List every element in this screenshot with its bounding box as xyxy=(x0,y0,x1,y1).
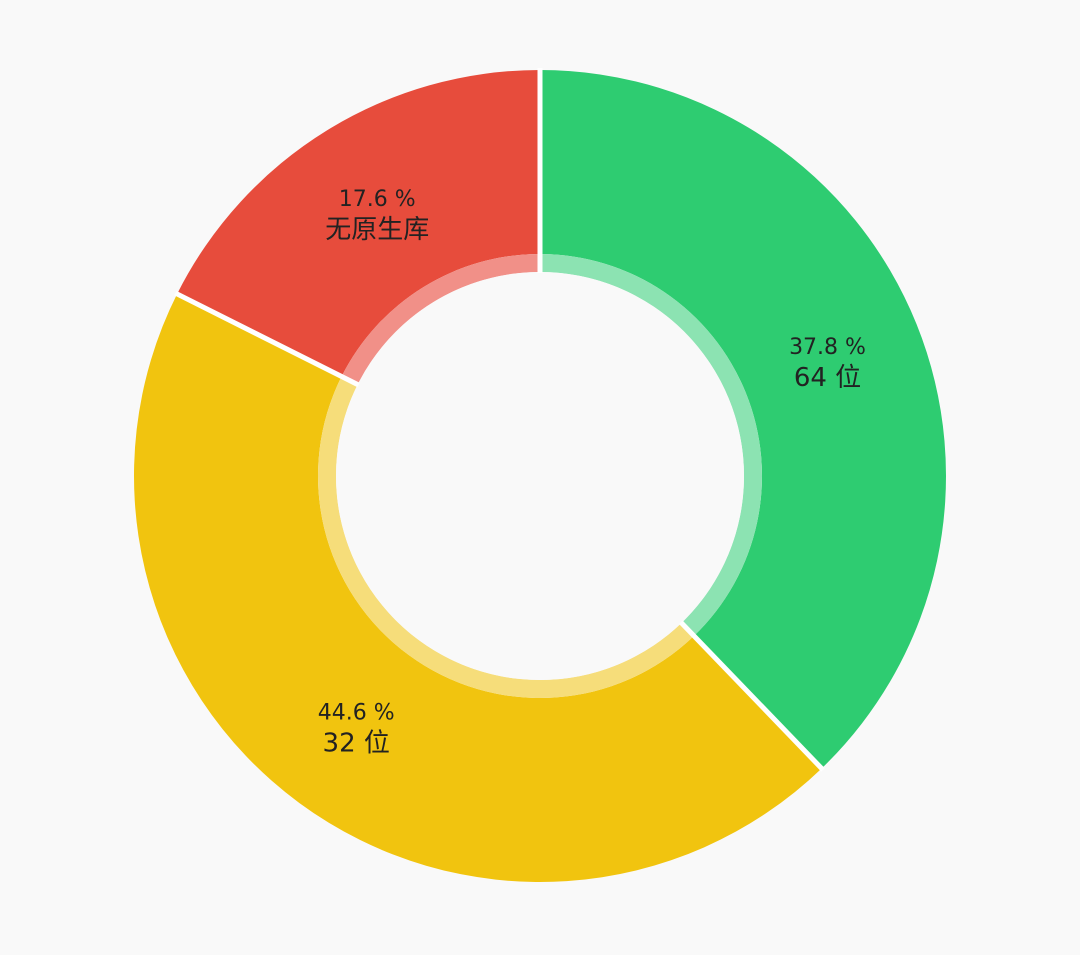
slice-desc-label-0: 64 位 xyxy=(794,363,861,393)
donut-slice-1 xyxy=(134,293,822,882)
slice-percent-label-1: 44.6 % xyxy=(318,701,395,726)
slice-desc-label-1: 32 位 xyxy=(323,729,390,759)
slice-percent-label-2: 17.6 % xyxy=(339,187,416,212)
slice-percent-label-0: 37.8 % xyxy=(789,335,866,360)
donut-slice-0 xyxy=(540,70,946,769)
donut-slice-inner-band-0 xyxy=(540,254,763,636)
donut-slice-inner-band-2 xyxy=(341,254,540,385)
slice-separator-1 xyxy=(679,620,825,772)
slice-desc-label-2: 无原生库 xyxy=(325,215,429,245)
donut-hole xyxy=(336,272,744,680)
donut-slice-2 xyxy=(177,70,540,377)
slice-separator-2 xyxy=(174,290,360,388)
